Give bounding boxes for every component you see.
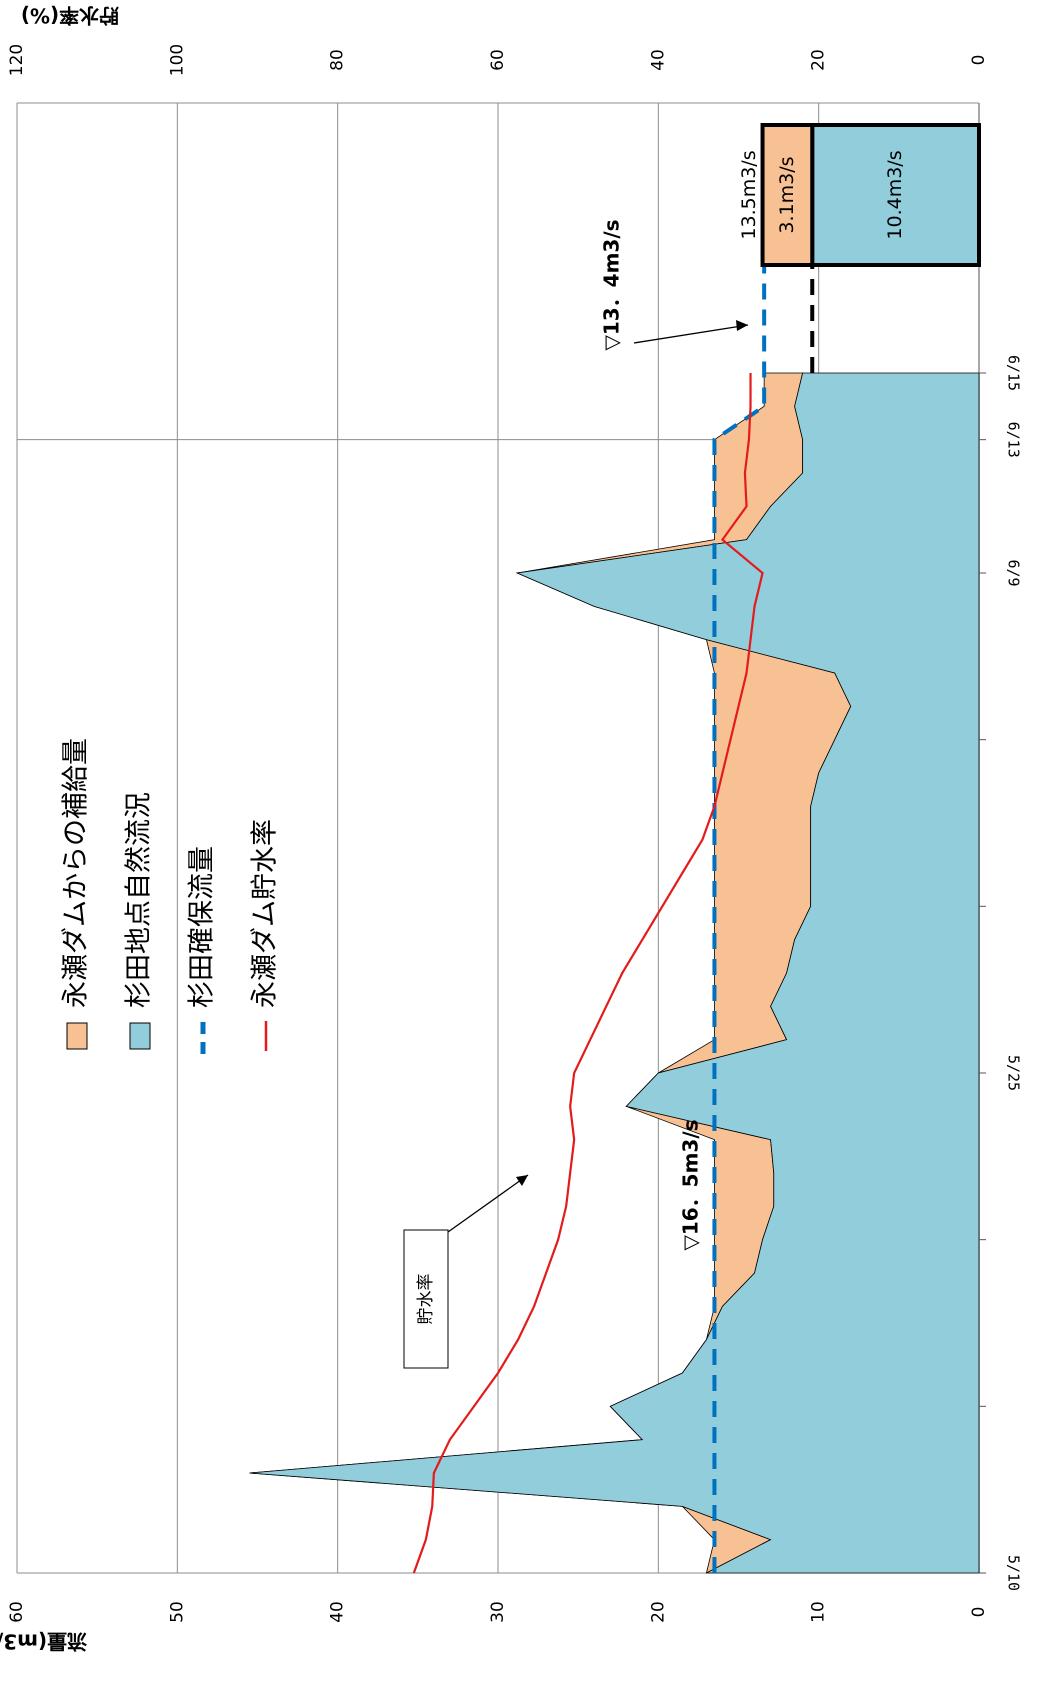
- annotation-secure-flow-16-5: ▽16．5m3/s: [679, 1119, 703, 1250]
- storage-tick-label: 100: [167, 44, 187, 76]
- legend-swatch-natural-flow: [129, 1022, 151, 1050]
- flow-tick-label: 30: [488, 1601, 508, 1623]
- storage-tick-label: 40: [648, 49, 668, 71]
- flow-tick-label: 20: [648, 1601, 668, 1623]
- storage-callout-arrow: [447, 1174, 529, 1233]
- storage-tick-label: 60: [488, 49, 508, 71]
- inset-natural-flow-label: 10.4m3/s: [884, 150, 906, 239]
- legend: 永瀬ダムからの補給量 杉田地点自然流況 杉田確保流量 永瀬ダム貯水率: [61, 738, 281, 1054]
- date-tick-label: 6/13: [1005, 422, 1023, 458]
- secure-flow-line: [712, 123, 767, 1573]
- date-tick-label: 6/15: [1005, 355, 1023, 391]
- flow-axis-title: 流量(m3/s): [0, 1630, 87, 1654]
- plot-area: [249, 123, 980, 1574]
- flow-tick-label: 10: [809, 1601, 829, 1623]
- flow-tick-label: 60: [7, 1601, 27, 1623]
- inset-total-label: 13.5m3/s: [738, 150, 760, 239]
- natural-flow-area: [249, 372, 980, 1574]
- storage-callout-text: 貯水率: [416, 1274, 436, 1325]
- storage-rate-line: [412, 373, 764, 1574]
- storage-tick-label: 0: [969, 55, 989, 66]
- flow-tick-label: 40: [328, 1601, 348, 1623]
- axis-ticks: 0 10 20 30 40 50 60 0 20 40 60 80 100 120 流量(m3/s) 貯水率(…: [0, 4, 1023, 1654]
- inset-supplement-label: 3.1m3/s: [776, 156, 798, 233]
- annotation-arrowhead-13-4: [736, 320, 748, 331]
- legend-item-label: 永瀬ダムからの補給量: [61, 738, 92, 1008]
- legend-item-label: 永瀬ダム貯水率: [250, 819, 281, 1008]
- flow-tick-label: 50: [167, 1601, 187, 1623]
- date-tick-label: 5/10: [1005, 1555, 1023, 1591]
- storage-axis-title: 貯水率(%): [21, 4, 119, 28]
- inset-bar: 10.4m3/s 3.1m3/s 13.5m3/s: [738, 123, 982, 267]
- date-tick-label: 6/9: [1005, 559, 1023, 586]
- legend-item-label: 杉田確保流量: [187, 846, 218, 1008]
- annotations: ▽16．5m3/s ▽13．4m3/s 貯水率: [403, 219, 749, 1369]
- date-tick-label: 5/25: [1005, 1055, 1023, 1091]
- annotation-secure-flow-13-4: ▽13．4m3/s: [600, 219, 624, 350]
- storage-callout-box: [403, 1229, 449, 1369]
- storage-tick-label: 20: [809, 49, 829, 71]
- inset-natural-flow-segment: [810, 123, 982, 267]
- legend-swatch-supplement: [66, 1022, 88, 1050]
- storage-tick-label: 80: [328, 49, 348, 71]
- legend-item-label: 杉田地点自然流況: [124, 792, 155, 1008]
- flow-tick-label: 0: [969, 1607, 989, 1618]
- annotation-arrow-13-4: [633, 324, 749, 344]
- inset-supplement-segment: [760, 123, 815, 267]
- storage-callout-arrowhead: [516, 1175, 528, 1186]
- storage-tick-label: 120: [7, 44, 27, 76]
